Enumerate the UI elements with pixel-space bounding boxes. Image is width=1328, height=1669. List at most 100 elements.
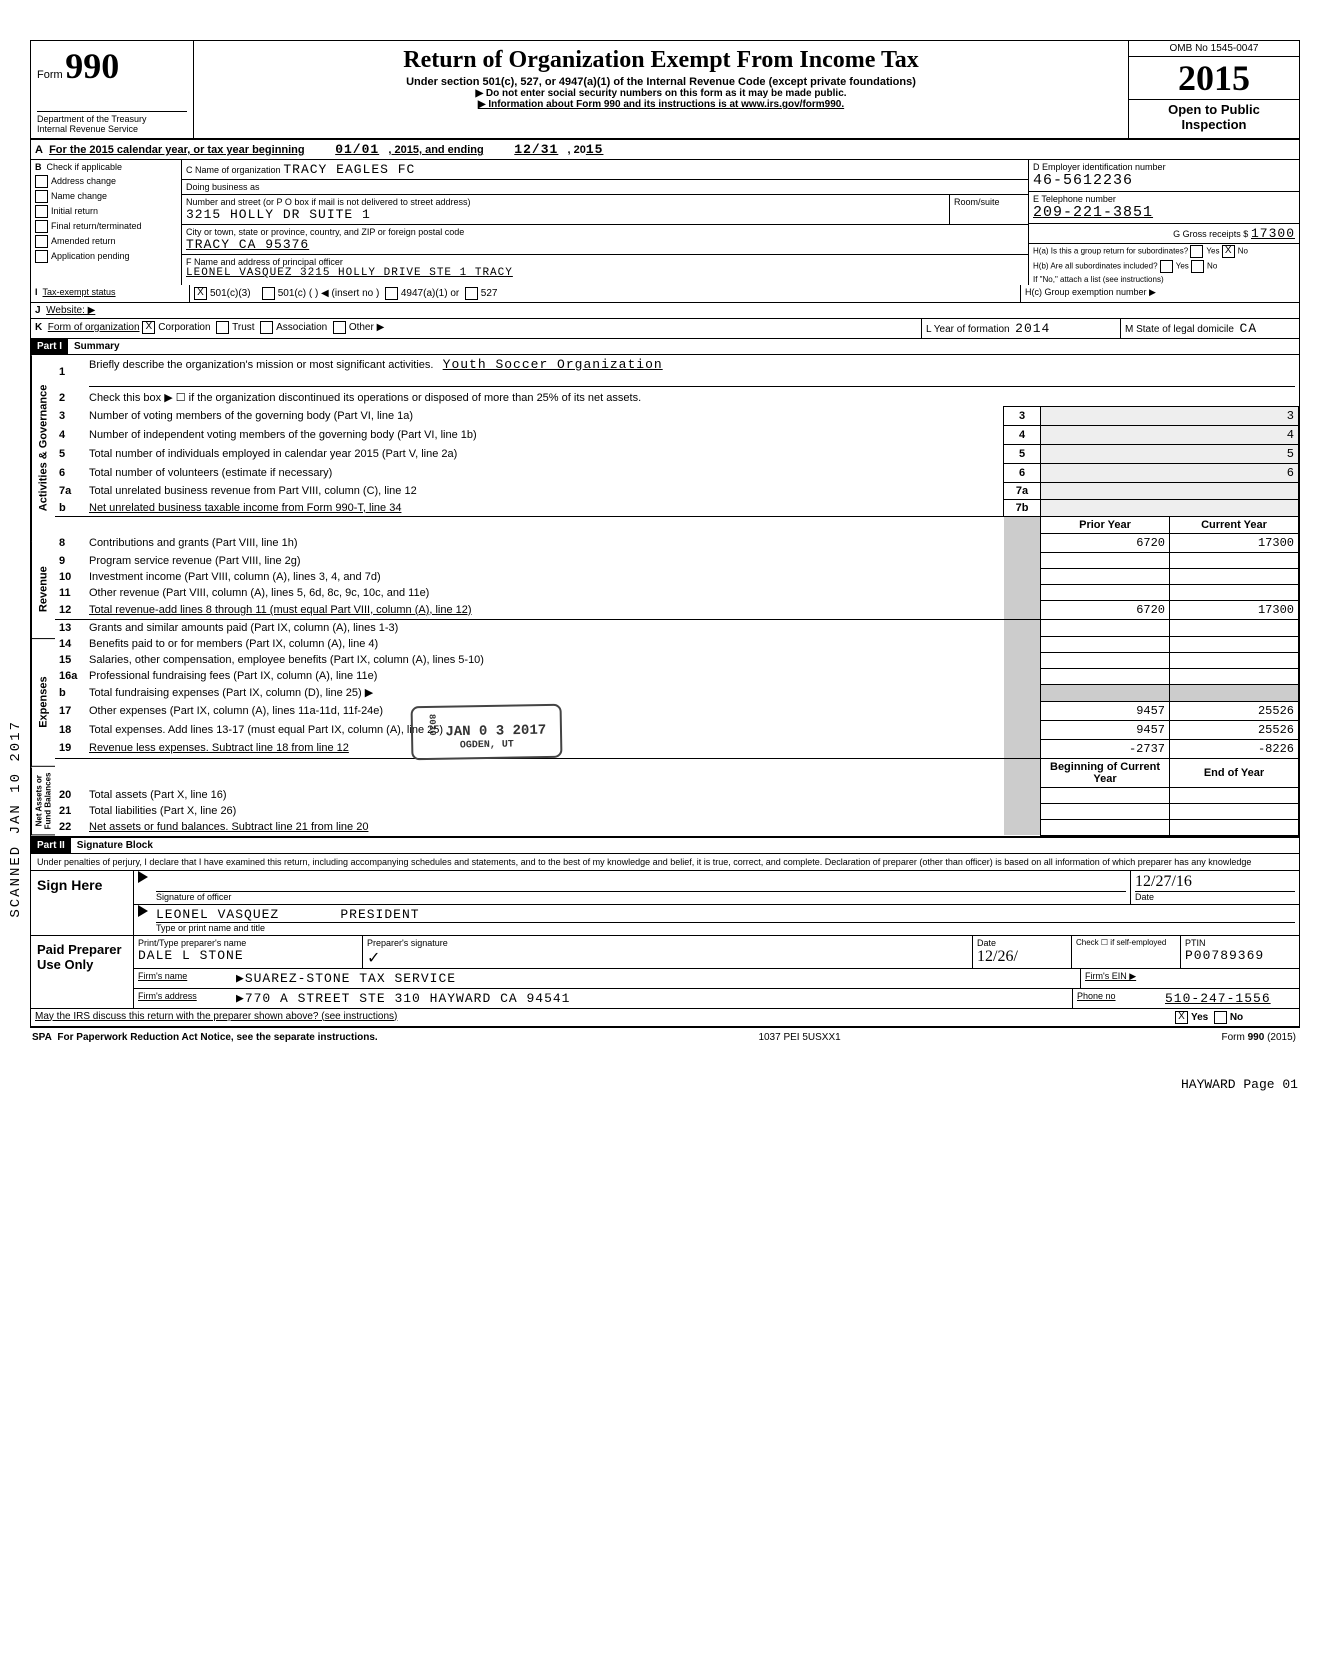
city-state-zip: TRACY CA 95376 — [186, 237, 1024, 252]
date-label-1: Date — [1135, 891, 1295, 902]
section-governance: Activities & Governance — [31, 355, 55, 541]
line7a-label: Total unrelated business revenue from Pa… — [85, 483, 1004, 500]
page-footer: HAYWARD Page 01 — [30, 1077, 1298, 1092]
checkbox-trust[interactable] — [216, 321, 229, 334]
part2-title: Signature Block — [71, 838, 159, 853]
h-c-label: H(c) Group exemption number ▶ — [1020, 285, 1299, 302]
line14-label: Benefits paid to or for members (Part IX… — [85, 636, 1004, 652]
form-label: Form — [37, 69, 63, 81]
line12-label: Total revenue-add lines 8 through 11 (mu… — [85, 601, 1004, 620]
checkbox-irs-no[interactable] — [1214, 1011, 1227, 1024]
h-note: If "No," attach a list (see instructions… — [1029, 274, 1299, 285]
form-org-label: Form of organization — [48, 322, 140, 333]
begin-year-header: Beginning of Current Year — [1041, 758, 1170, 787]
current-year-header: Current Year — [1170, 517, 1299, 534]
form-title: Return of Organization Exempt From Incom… — [200, 47, 1122, 74]
date-handwritten-1: 12/27/16 — [1135, 873, 1295, 891]
line19-prior: -2737 — [1041, 739, 1170, 758]
subtitle2: ▶ Do not enter social security numbers o… — [200, 88, 1122, 99]
website-label: Website: ▶ — [46, 305, 95, 316]
ein-value: 46-5612236 — [1033, 172, 1295, 189]
checkbox-name-change[interactable] — [35, 190, 48, 203]
label-name-change: Name change — [51, 191, 107, 201]
subtitle1: Under section 501(c), 527, or 4947(a)(1)… — [200, 76, 1122, 88]
checkbox-527[interactable] — [465, 287, 478, 300]
dept-treasury: Department of the Treasury — [37, 114, 187, 124]
line22-label: Net assets or fund balances. Subtract li… — [85, 819, 1004, 835]
arrow-icon — [138, 905, 148, 917]
perjury-declaration: Under penalties of perjury, I declare th… — [31, 854, 1299, 871]
checkbox-address-change[interactable] — [35, 175, 48, 188]
checkbox-ha-yes[interactable] — [1190, 245, 1203, 258]
preparer-name-label: Print/Type preparer's name — [138, 938, 358, 948]
year-formation-label: L Year of formation — [926, 324, 1010, 335]
label-amended: Amended return — [51, 236, 116, 246]
checkbox-irs-yes[interactable]: X — [1175, 1011, 1188, 1024]
omb-number: OMB No 1545-0047 — [1129, 41, 1299, 57]
end-year-header: End of Year — [1170, 758, 1299, 787]
year-formation-value: 2014 — [1015, 321, 1050, 336]
tax-year-end-year: 15 — [586, 142, 604, 157]
org-name-label: C Name of organization — [186, 165, 281, 175]
line8-label: Contributions and grants (Part VIII, lin… — [85, 534, 1004, 553]
line16a-label: Professional fundraising fees (Part IX, … — [85, 668, 1004, 684]
street-label: Number and street (or P O box if mail is… — [186, 197, 945, 207]
check-if-applicable: Check if applicable — [47, 162, 123, 172]
label-association: Association — [276, 322, 327, 333]
checkbox-hb-no[interactable] — [1191, 260, 1204, 273]
line4-value: 4 — [1041, 426, 1299, 445]
label-4947: 4947(a)(1) or — [401, 288, 459, 299]
line6-label: Total number of volunteers (estimate if … — [85, 464, 1004, 483]
firm-phone-label: Phone no — [1072, 989, 1161, 1008]
line19-label: Revenue less expenses. Subtract line 18 … — [85, 739, 1004, 758]
dba-label: Doing business as — [182, 180, 1028, 195]
part1-header: Part I — [31, 339, 68, 354]
open-public: Open to Public — [1168, 102, 1260, 117]
line8-current: 17300 — [1170, 534, 1299, 553]
label-initial-return: Initial return — [51, 206, 98, 216]
form-990: Form 990 Department of the Treasury Inte… — [30, 40, 1300, 1028]
checkbox-hb-yes[interactable] — [1160, 260, 1173, 273]
line13-label: Grants and similar amounts paid (Part IX… — [85, 620, 1004, 637]
checkbox-amended[interactable] — [35, 235, 48, 248]
firm-name: ▶SUAREZ-STONE TAX SERVICE — [232, 969, 1080, 988]
officer-title: PRESIDENT — [340, 907, 419, 922]
line-a-mid: , 2015, and ending — [388, 144, 483, 156]
checkbox-ha-no[interactable]: X — [1222, 245, 1235, 258]
form-number: 990 — [65, 46, 119, 86]
line16b-label: Total fundraising expenses (Part IX, col… — [85, 684, 1004, 701]
label-final-return: Final return/terminated — [51, 221, 142, 231]
label-address-change: Address change — [51, 176, 116, 186]
tax-exempt-label: Tax-exempt status — [43, 287, 116, 297]
checkbox-501c[interactable] — [262, 287, 275, 300]
may-irs-discuss: May the IRS discuss this return with the… — [31, 1009, 1171, 1026]
line1-label: Briefly describe the organization's miss… — [89, 359, 433, 371]
line18-prior: 9457 — [1041, 720, 1170, 739]
line2-label: Check this box ▶ ☐ if the organization d… — [85, 389, 1299, 407]
room-suite-label: Room/suite — [949, 195, 1028, 224]
tax-year: 2015 — [1129, 57, 1299, 100]
gross-receipts-value: 17300 — [1251, 226, 1295, 241]
part1-title: Summary — [68, 339, 126, 354]
line20-label: Total assets (Part X, line 16) — [85, 787, 1004, 803]
section-net-assets: Net Assets or Fund Balances — [31, 767, 55, 835]
firm-address-label: Firm's address — [134, 989, 232, 1008]
type-name-label: Type or print name and title — [156, 922, 1295, 933]
checkbox-association[interactable] — [260, 321, 273, 334]
checkbox-4947[interactable] — [385, 287, 398, 300]
line1-value: Youth Soccer Organization — [443, 357, 663, 372]
date-label-2: Date — [977, 938, 1067, 948]
line12-current: 17300 — [1170, 601, 1299, 620]
officer-typed-name: LEONEL VASQUEZ — [156, 907, 279, 922]
check-self-employed: Check ☐ if self-employed — [1072, 936, 1181, 968]
checkbox-501c3[interactable]: X — [194, 287, 207, 300]
checkbox-final-return[interactable] — [35, 220, 48, 233]
state-domicile-value: CA — [1240, 321, 1258, 336]
line18-current: 25526 — [1170, 720, 1299, 739]
city-label: City or town, state or province, country… — [186, 227, 1024, 237]
checkbox-corporation[interactable]: X — [142, 321, 155, 334]
checkbox-initial-return[interactable] — [35, 205, 48, 218]
checkbox-application-pending[interactable] — [35, 250, 48, 263]
date-handwritten-2: 12/26/ — [977, 948, 1067, 966]
checkbox-other[interactable] — [333, 321, 346, 334]
